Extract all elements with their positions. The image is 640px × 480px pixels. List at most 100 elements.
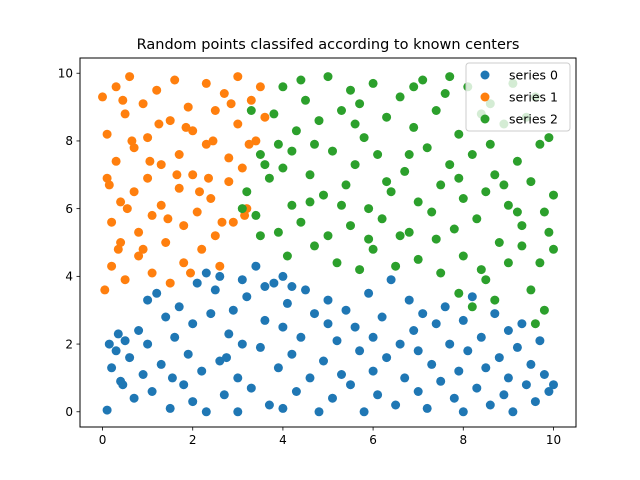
point-series-1 — [100, 285, 110, 295]
point-series-1 — [208, 136, 218, 146]
point-series-0 — [125, 353, 135, 363]
point-series-1 — [228, 217, 238, 227]
point-series-1 — [179, 258, 189, 268]
point-series-2 — [278, 163, 288, 173]
point-series-0 — [278, 322, 288, 332]
point-series-0 — [517, 319, 527, 329]
point-series-0 — [544, 387, 554, 396]
point-series-0 — [314, 407, 324, 417]
point-series-0 — [111, 346, 121, 356]
point-series-1 — [98, 92, 107, 102]
point-series-0 — [107, 363, 117, 373]
point-series-0 — [179, 380, 189, 390]
point-series-1 — [260, 112, 270, 122]
point-series-0 — [373, 390, 383, 400]
point-series-0 — [305, 373, 315, 383]
point-series-1 — [197, 244, 207, 254]
point-series-0 — [104, 339, 114, 349]
point-series-0 — [170, 332, 180, 342]
point-series-2 — [454, 129, 464, 139]
y-tick-label: 6 — [65, 202, 73, 216]
point-series-2 — [427, 207, 437, 217]
point-series-0 — [413, 387, 423, 396]
point-series-1 — [138, 244, 148, 254]
x-axis-ticks: 0 2 4 6 8 10 — [99, 427, 561, 447]
point-series-2 — [355, 265, 365, 275]
point-series-0 — [291, 387, 301, 396]
point-series-0 — [183, 349, 193, 359]
point-series-1 — [113, 244, 123, 254]
point-series-1 — [165, 278, 175, 288]
point-series-0 — [143, 295, 153, 305]
point-series-1 — [206, 194, 216, 203]
point-series-2 — [481, 275, 491, 285]
point-series-1 — [129, 187, 139, 197]
point-series-0 — [368, 332, 378, 342]
point-series-2 — [282, 251, 292, 261]
x-tick-label: 8 — [459, 433, 467, 447]
point-series-0 — [287, 282, 297, 291]
x-tick-label: 6 — [369, 433, 377, 447]
point-series-2 — [467, 302, 477, 312]
point-series-2 — [323, 72, 333, 82]
point-series-2 — [549, 190, 558, 200]
point-series-1 — [183, 102, 193, 112]
point-series-2 — [310, 241, 319, 251]
point-series-2 — [346, 221, 355, 231]
point-series-2 — [278, 82, 288, 92]
point-series-1 — [154, 119, 164, 129]
point-series-1 — [111, 82, 121, 92]
point-series-1 — [204, 173, 213, 183]
y-axis-ticks: 0 2 4 6 8 10 — [58, 67, 80, 419]
point-series-2 — [382, 112, 392, 122]
point-series-1 — [107, 261, 117, 271]
legend: series 0 series 1 series 2 — [465, 62, 571, 132]
point-series-0 — [222, 353, 231, 363]
point-series-2 — [305, 197, 315, 207]
point-series-0 — [323, 319, 333, 329]
point-series-0 — [355, 346, 365, 356]
point-series-2 — [386, 187, 396, 197]
point-series-2 — [382, 177, 392, 187]
point-series-2 — [539, 207, 549, 217]
point-series-1 — [188, 126, 198, 136]
point-series-0 — [332, 336, 342, 346]
point-series-1 — [147, 268, 157, 278]
plot-frame — [79, 57, 577, 428]
point-series-1 — [255, 82, 265, 92]
point-series-2 — [296, 217, 306, 227]
point-series-0 — [165, 403, 175, 413]
point-series-2 — [296, 75, 306, 85]
point-series-2 — [494, 238, 504, 247]
point-series-2 — [512, 156, 522, 166]
point-series-0 — [264, 400, 274, 410]
point-series-0 — [301, 285, 310, 295]
point-series-2 — [287, 146, 297, 156]
point-series-2 — [310, 139, 319, 149]
point-series-2 — [359, 133, 369, 143]
point-series-0 — [490, 309, 500, 319]
point-series-0 — [323, 295, 333, 305]
point-series-2 — [273, 139, 283, 149]
point-series-1 — [201, 139, 211, 149]
point-series-2 — [530, 319, 540, 329]
point-series-1 — [118, 95, 128, 105]
point-series-2 — [440, 89, 450, 98]
point-series-1 — [210, 231, 220, 241]
point-series-2 — [409, 122, 419, 132]
point-series-2 — [404, 150, 414, 159]
point-series-1 — [188, 170, 198, 180]
point-series-1 — [120, 109, 130, 119]
point-series-1 — [201, 78, 211, 88]
point-series-0 — [508, 407, 518, 417]
point-series-1 — [134, 227, 144, 237]
point-series-2 — [431, 106, 441, 115]
point-series-2 — [255, 231, 265, 241]
point-series-0 — [418, 309, 428, 319]
point-series-2 — [242, 187, 252, 197]
point-series-0 — [118, 380, 128, 390]
point-series-2 — [526, 285, 536, 295]
point-series-1 — [170, 75, 180, 85]
x-tick-label: 2 — [189, 433, 197, 447]
point-series-2 — [476, 265, 486, 275]
